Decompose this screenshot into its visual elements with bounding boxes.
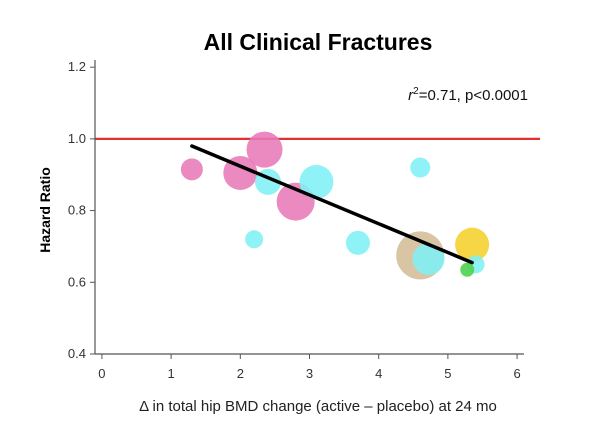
chart-title: All Clinical Fractures (204, 29, 433, 55)
x-axis-label: Δ in total hip BMD change (active – plac… (139, 398, 497, 415)
stats-annotation: r2=0.71, p<0.0001 (408, 86, 528, 104)
y-tick-label: 0.6 (68, 274, 86, 289)
y-tick-label: 1.0 (68, 131, 86, 146)
x-tick-label: 4 (375, 366, 382, 381)
data-point (299, 164, 334, 199)
data-point (180, 158, 203, 181)
y-ticks: 0.4 0.6 0.8 1.0 1.2 (68, 59, 95, 361)
data-point (246, 131, 283, 168)
x-tick-label: 3 (306, 366, 313, 381)
x-ticks: 0 1 2 3 4 5 6 (98, 354, 521, 381)
regression-layer (190, 144, 474, 265)
y-tick-label: 0.8 (68, 203, 86, 218)
x-tick-label: 0 (98, 366, 105, 381)
stats-annotation-sup: 2 (413, 86, 419, 97)
regression-line (190, 144, 474, 265)
data-point (460, 262, 475, 277)
stats-annotation-r: r (408, 87, 414, 104)
x-tick-label: 2 (237, 366, 244, 381)
data-point (455, 227, 490, 262)
data-point (345, 230, 370, 255)
y-tick-label: 1.2 (68, 59, 86, 74)
x-tick-label: 1 (167, 366, 174, 381)
data-point (410, 157, 431, 178)
data-point (245, 230, 264, 249)
stats-annotation-text: =0.71, p<0.0001 (419, 87, 528, 104)
x-tick-label: 5 (444, 366, 451, 381)
y-axis-label: Hazard Ratio (37, 167, 53, 253)
y-tick-label: 0.4 (68, 346, 86, 361)
data-point (412, 242, 445, 275)
x-tick-label: 6 (513, 366, 520, 381)
